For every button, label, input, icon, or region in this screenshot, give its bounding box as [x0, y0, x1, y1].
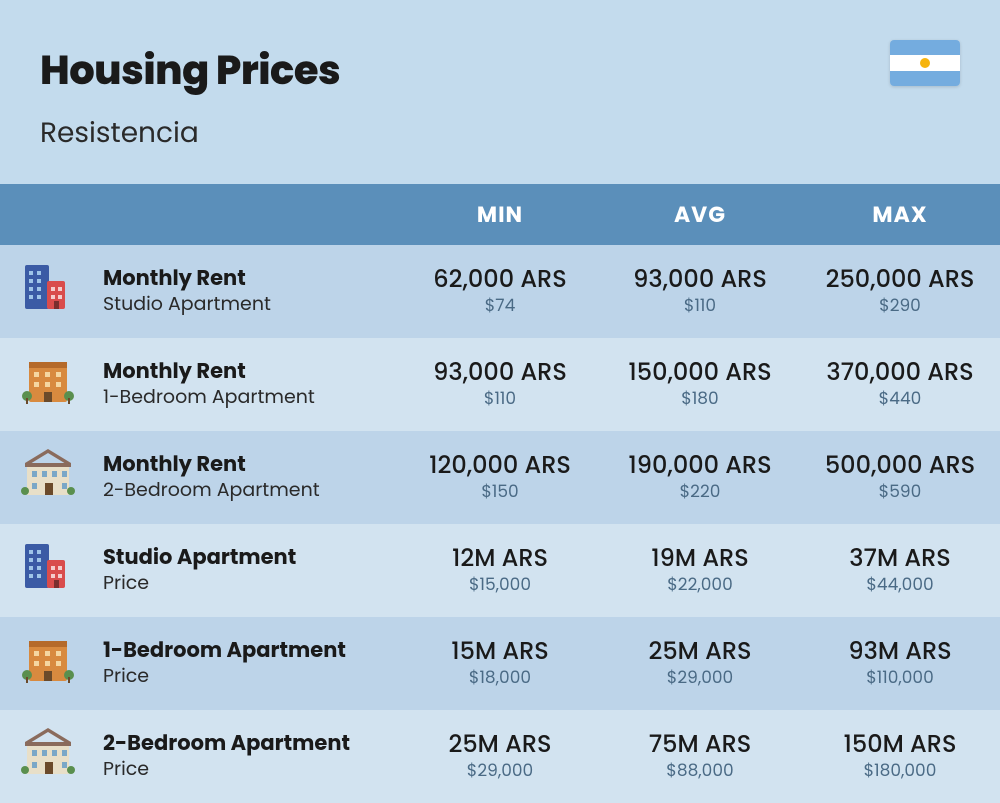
value-min: 93,000 ARS$110: [400, 338, 600, 431]
value-min-sub: $15,000: [400, 573, 600, 596]
row-label: Monthly RentStudio Apartment: [95, 245, 400, 338]
column-header-avg: AVG: [600, 184, 800, 245]
value-max-sub: $590: [800, 480, 1000, 503]
column-header-min: MIN: [400, 184, 600, 245]
row-label: Monthly Rent1-Bedroom Apartment: [95, 338, 400, 431]
value-min-sub: $18,000: [400, 666, 600, 689]
value-min: 120,000 ARS$150: [400, 431, 600, 524]
column-header-blank-icon: [0, 184, 95, 245]
value-min-main: 120,000 ARS: [400, 452, 600, 481]
value-avg: 19M ARS$22,000: [600, 524, 800, 617]
row-label-main: Monthly Rent: [103, 359, 400, 385]
value-max-sub: $290: [800, 294, 1000, 317]
value-avg: 75M ARS$88,000: [600, 710, 800, 803]
value-max-main: 93M ARS: [800, 638, 1000, 667]
value-min-sub: $150: [400, 480, 600, 503]
house-icon: [0, 431, 95, 524]
value-min-main: 12M ARS: [400, 545, 600, 574]
value-max-sub: $110,000: [800, 666, 1000, 689]
value-avg-main: 25M ARS: [600, 638, 800, 667]
value-min: 25M ARS$29,000: [400, 710, 600, 803]
value-avg-main: 19M ARS: [600, 545, 800, 574]
table-row: Monthly Rent2-Bedroom Apartment120,000 A…: [0, 431, 1000, 524]
value-max-sub: $44,000: [800, 573, 1000, 596]
value-min-main: 93,000 ARS: [400, 359, 600, 388]
value-min-main: 25M ARS: [400, 731, 600, 760]
row-label: 2-Bedroom ApartmentPrice: [95, 710, 400, 803]
value-min-sub: $29,000: [400, 759, 600, 782]
value-max-main: 150M ARS: [800, 731, 1000, 760]
page-title: Housing Prices: [40, 40, 960, 100]
value-max: 500,000 ARS$590: [800, 431, 1000, 524]
table-row: Monthly RentStudio Apartment62,000 ARS$7…: [0, 245, 1000, 338]
value-avg-sub: $29,000: [600, 666, 800, 689]
value-avg-sub: $88,000: [600, 759, 800, 782]
value-min-sub: $110: [400, 387, 600, 410]
column-header-max: MAX: [800, 184, 1000, 245]
row-label-sub: 1-Bedroom Apartment: [103, 385, 400, 410]
value-avg-sub: $220: [600, 480, 800, 503]
row-label: Monthly Rent2-Bedroom Apartment: [95, 431, 400, 524]
value-min: 15M ARS$18,000: [400, 617, 600, 710]
table-row: Monthly Rent1-Bedroom Apartment93,000 AR…: [0, 338, 1000, 431]
value-max-main: 370,000 ARS: [800, 359, 1000, 388]
value-min: 62,000 ARS$74: [400, 245, 600, 338]
tall-building-icon: [0, 524, 95, 617]
value-max-main: 500,000 ARS: [800, 452, 1000, 481]
row-label-sub: Price: [103, 664, 400, 689]
table-row: 1-Bedroom ApartmentPrice15M ARS$18,00025…: [0, 617, 1000, 710]
row-label-sub: 2-Bedroom Apartment: [103, 478, 400, 503]
column-header-blank-label: [95, 184, 400, 245]
row-label-main: 2-Bedroom Apartment: [103, 731, 400, 757]
mid-building-icon: [0, 617, 95, 710]
row-label-main: 1-Bedroom Apartment: [103, 638, 400, 664]
header: Housing Prices Resistencia: [0, 0, 1000, 184]
value-avg: 25M ARS$29,000: [600, 617, 800, 710]
value-max-main: 250,000 ARS: [800, 266, 1000, 295]
value-max-sub: $440: [800, 387, 1000, 410]
mid-building-icon: [0, 338, 95, 431]
table-row: Studio ApartmentPrice12M ARS$15,00019M A…: [0, 524, 1000, 617]
value-avg: 93,000 ARS$110: [600, 245, 800, 338]
row-label: Studio ApartmentPrice: [95, 524, 400, 617]
value-max: 250,000 ARS$290: [800, 245, 1000, 338]
value-max-sub: $180,000: [800, 759, 1000, 782]
row-label-main: Monthly Rent: [103, 452, 400, 478]
value-avg-main: 150,000 ARS: [600, 359, 800, 388]
tall-building-icon: [0, 245, 95, 338]
value-max: 37M ARS$44,000: [800, 524, 1000, 617]
value-avg-main: 190,000 ARS: [600, 452, 800, 481]
value-avg-main: 75M ARS: [600, 731, 800, 760]
value-avg: 190,000 ARS$220: [600, 431, 800, 524]
value-min: 12M ARS$15,000: [400, 524, 600, 617]
value-max: 150M ARS$180,000: [800, 710, 1000, 803]
row-label-main: Monthly Rent: [103, 266, 400, 292]
value-avg-main: 93,000 ARS: [600, 266, 800, 295]
value-min-main: 62,000 ARS: [400, 266, 600, 295]
row-label-sub: Price: [103, 571, 400, 596]
row-label: 1-Bedroom ApartmentPrice: [95, 617, 400, 710]
value-avg-sub: $110: [600, 294, 800, 317]
house-icon: [0, 710, 95, 803]
value-min-sub: $74: [400, 294, 600, 317]
value-max: 370,000 ARS$440: [800, 338, 1000, 431]
housing-prices-table: MIN AVG MAX Monthly RentStudio Apartment…: [0, 184, 1000, 803]
value-max: 93M ARS$110,000: [800, 617, 1000, 710]
row-label-sub: Price: [103, 757, 400, 782]
table-header-row: MIN AVG MAX: [0, 184, 1000, 245]
row-label-main: Studio Apartment: [103, 545, 400, 571]
value-max-main: 37M ARS: [800, 545, 1000, 574]
value-avg-sub: $180: [600, 387, 800, 410]
argentina-flag-icon: [890, 40, 960, 86]
value-avg: 150,000 ARS$180: [600, 338, 800, 431]
page-subtitle: Resistencia: [40, 112, 960, 154]
value-min-main: 15M ARS: [400, 638, 600, 667]
row-label-sub: Studio Apartment: [103, 292, 400, 317]
table-row: 2-Bedroom ApartmentPrice25M ARS$29,00075…: [0, 710, 1000, 803]
value-avg-sub: $22,000: [600, 573, 800, 596]
